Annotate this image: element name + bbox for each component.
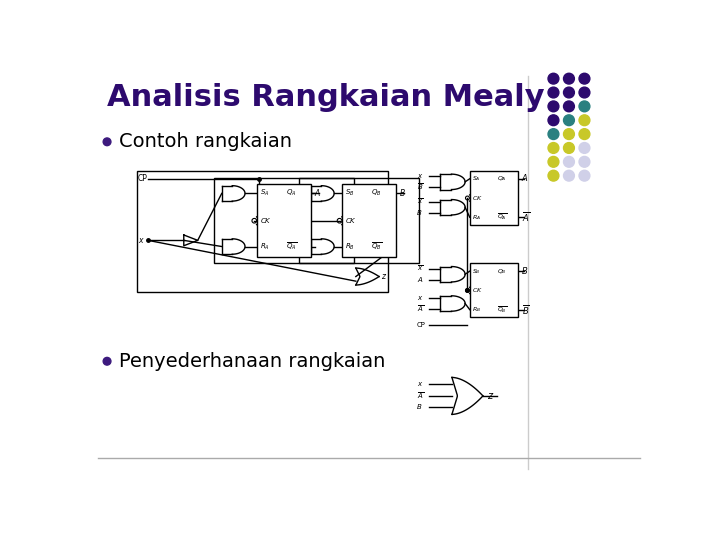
Circle shape — [564, 87, 575, 98]
Text: $\overline{B}$: $\overline{B}$ — [417, 182, 424, 192]
Circle shape — [579, 129, 590, 139]
Text: CP: CP — [138, 174, 148, 183]
Text: B: B — [522, 267, 528, 275]
Bar — [300, 178, 419, 264]
Circle shape — [579, 170, 590, 181]
Circle shape — [564, 101, 575, 112]
Text: B: B — [417, 210, 422, 215]
Bar — [137, 171, 388, 292]
Circle shape — [548, 143, 559, 153]
Text: x: x — [138, 236, 143, 245]
Bar — [469, 264, 518, 318]
Text: CP: CP — [417, 322, 426, 328]
Text: $CK$: $CK$ — [472, 286, 483, 294]
Text: B: B — [417, 404, 422, 410]
Circle shape — [103, 138, 111, 146]
Text: $\overline{Q_A}$: $\overline{Q_A}$ — [497, 212, 507, 222]
Text: z: z — [382, 272, 385, 281]
Text: Analisis Rangkaian Mealy: Analisis Rangkaian Mealy — [107, 83, 544, 112]
Text: $S_A$: $S_A$ — [260, 188, 269, 199]
Circle shape — [579, 101, 590, 112]
Text: $CK$: $CK$ — [472, 194, 483, 202]
Text: $Q_B$: $Q_B$ — [497, 267, 507, 275]
Bar — [256, 184, 311, 257]
Text: $S_B$: $S_B$ — [472, 267, 481, 275]
Text: Penyederhanaan rangkaian: Penyederhanaan rangkaian — [119, 352, 385, 371]
Circle shape — [548, 87, 559, 98]
Circle shape — [548, 157, 559, 167]
Circle shape — [564, 73, 575, 84]
Text: $\overline{B}$: $\overline{B}$ — [522, 303, 529, 316]
Circle shape — [579, 73, 590, 84]
Text: A: A — [417, 276, 422, 282]
Text: $\overline{A}$: $\overline{A}$ — [417, 304, 424, 314]
Circle shape — [579, 115, 590, 126]
Circle shape — [564, 115, 575, 126]
Text: $\overline{A}$: $\overline{A}$ — [417, 391, 424, 401]
Text: $S_B$: $S_B$ — [345, 188, 354, 199]
Text: $R_A$: $R_A$ — [260, 241, 269, 252]
Bar — [342, 184, 396, 257]
Bar — [214, 178, 354, 264]
Circle shape — [579, 143, 590, 153]
Circle shape — [579, 87, 590, 98]
Text: $\overline{Q_A}$: $\overline{Q_A}$ — [286, 241, 297, 252]
Text: x: x — [417, 173, 421, 179]
Circle shape — [564, 157, 575, 167]
Text: A: A — [522, 174, 528, 183]
Text: $R_B$: $R_B$ — [472, 305, 481, 314]
Circle shape — [103, 357, 111, 365]
Text: A: A — [315, 189, 320, 198]
Text: B: B — [400, 189, 405, 198]
Circle shape — [548, 129, 559, 139]
Circle shape — [548, 170, 559, 181]
Circle shape — [548, 73, 559, 84]
Text: Contoh rangkaian: Contoh rangkaian — [119, 132, 292, 151]
Text: $\overline{Q_B}$: $\overline{Q_B}$ — [372, 241, 382, 252]
Bar — [469, 171, 518, 225]
Text: $Q_B$: $Q_B$ — [372, 188, 382, 199]
Circle shape — [564, 143, 575, 153]
Text: $\overline{A}$: $\overline{A}$ — [522, 210, 530, 224]
Text: x: x — [417, 295, 421, 301]
Text: $S_A$: $S_A$ — [472, 174, 481, 183]
Text: $Q_A$: $Q_A$ — [286, 188, 297, 199]
Text: x: x — [417, 381, 421, 387]
Text: $CK$: $CK$ — [260, 216, 271, 225]
Circle shape — [564, 129, 575, 139]
Text: $\overline{x}$: $\overline{x}$ — [417, 264, 423, 273]
Circle shape — [548, 115, 559, 126]
Text: $R_A$: $R_A$ — [472, 213, 481, 222]
Text: $\overline{x}$: $\overline{x}$ — [417, 197, 423, 206]
Text: $CK$: $CK$ — [345, 216, 357, 225]
Circle shape — [548, 101, 559, 112]
Text: $\overline{Q_B}$: $\overline{Q_B}$ — [497, 305, 507, 315]
Text: $Q_A$: $Q_A$ — [497, 174, 506, 183]
Circle shape — [579, 157, 590, 167]
Text: $R_B$: $R_B$ — [345, 241, 355, 252]
Circle shape — [564, 170, 575, 181]
Text: z: z — [487, 391, 492, 401]
